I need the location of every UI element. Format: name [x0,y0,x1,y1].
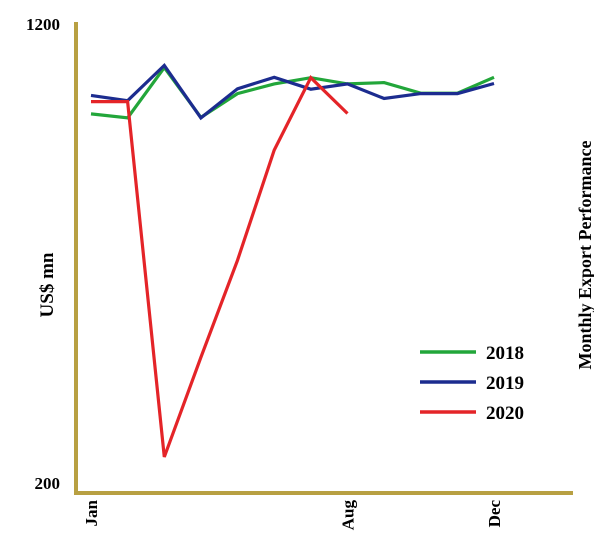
data-series [90,62,495,458]
x-tick-label: Aug [338,500,357,531]
series-line-2019 [90,62,495,121]
legend: 2018 2019 2020 [420,343,524,424]
x-tick-label: Jan [82,499,101,526]
y-axis-label: US$ mn [37,252,58,317]
y-tick-labels: 200 1200 [26,15,60,493]
chart-title: Monthly Export Performance [575,141,594,370]
y-tick-label: 200 [35,474,61,493]
axes [74,22,573,495]
legend-label-2019: 2019 [486,373,524,394]
y-tick-label: 1200 [26,15,60,34]
x-tick-labels: Jan Aug Dec [82,499,504,530]
x-tick-label: Dec [485,500,504,528]
legend-label-2020: 2020 [486,403,524,424]
legend-label-2018: 2018 [486,343,524,364]
series-line-2020 [91,75,349,458]
